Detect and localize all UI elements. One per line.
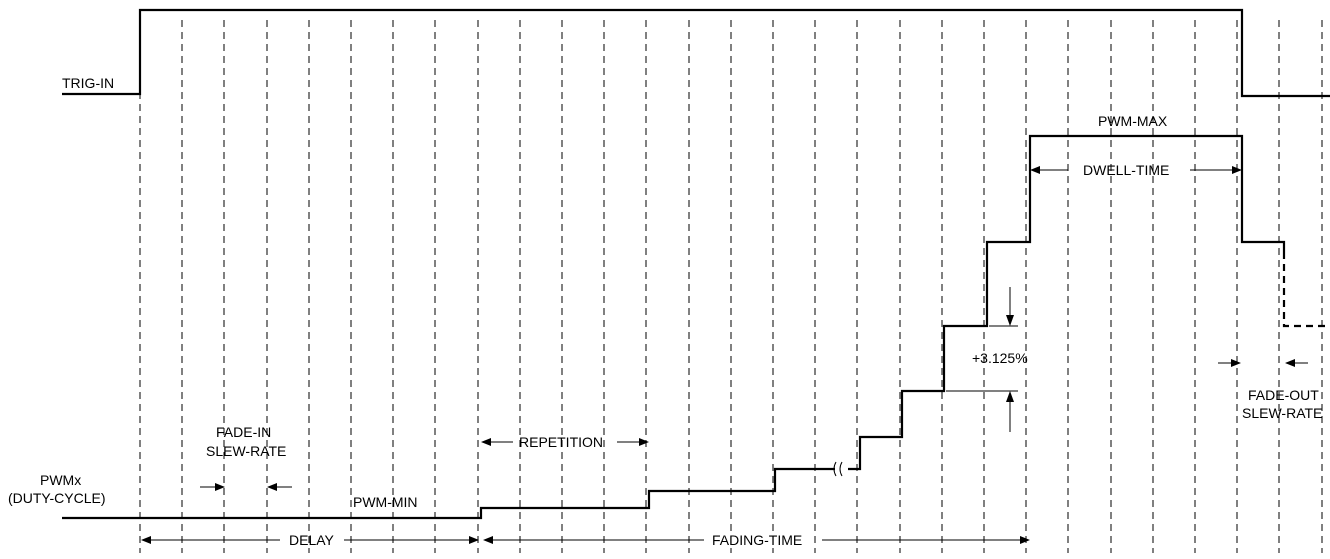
grid-lines — [139, 20, 1323, 553]
fade-in-label: FADE-IN — [216, 424, 271, 440]
fading-time-label: FADING-TIME — [712, 532, 802, 548]
fade-in-slew-rate-label: SLEW-RATE — [206, 443, 286, 459]
pwm-waveform — [62, 467, 835, 520]
repetition-label: REPETITION — [519, 434, 603, 450]
fade-out-slew-arrows — [1218, 359, 1308, 367]
fade-in-slew-arrows — [200, 483, 292, 491]
fade-out-label: FADE-OUT — [1248, 387, 1319, 403]
break-mark — [833, 461, 843, 477]
step-increment-label: +3.125% — [972, 350, 1028, 366]
pwm-waveform-dashed-tail — [1282, 252, 1330, 328]
dwell-time-dimension — [1030, 166, 1242, 174]
repetition-dimension — [481, 438, 649, 446]
fade-out-slew-rate-label: SLEW-RATE — [1242, 405, 1322, 421]
pwm-max-label: PWM-MAX — [1098, 113, 1168, 129]
delay-label: DELAY — [289, 532, 335, 548]
pwm-min-label: PWM-MIN — [353, 494, 418, 510]
pwmx-label: PWMx — [40, 472, 81, 488]
fading-time-dimension — [483, 536, 1030, 544]
step-increment-dimension — [946, 287, 1018, 432]
dwell-time-label: DWELL-TIME — [1083, 162, 1169, 178]
trig-in-label: TRIG-IN — [62, 75, 114, 91]
trig-in-waveform — [62, 8, 1330, 98]
delay-dimension — [141, 536, 479, 544]
pwm-waveform-upper — [848, 134, 1286, 471]
duty-cycle-label: (DUTY-CYCLE) — [8, 490, 106, 506]
